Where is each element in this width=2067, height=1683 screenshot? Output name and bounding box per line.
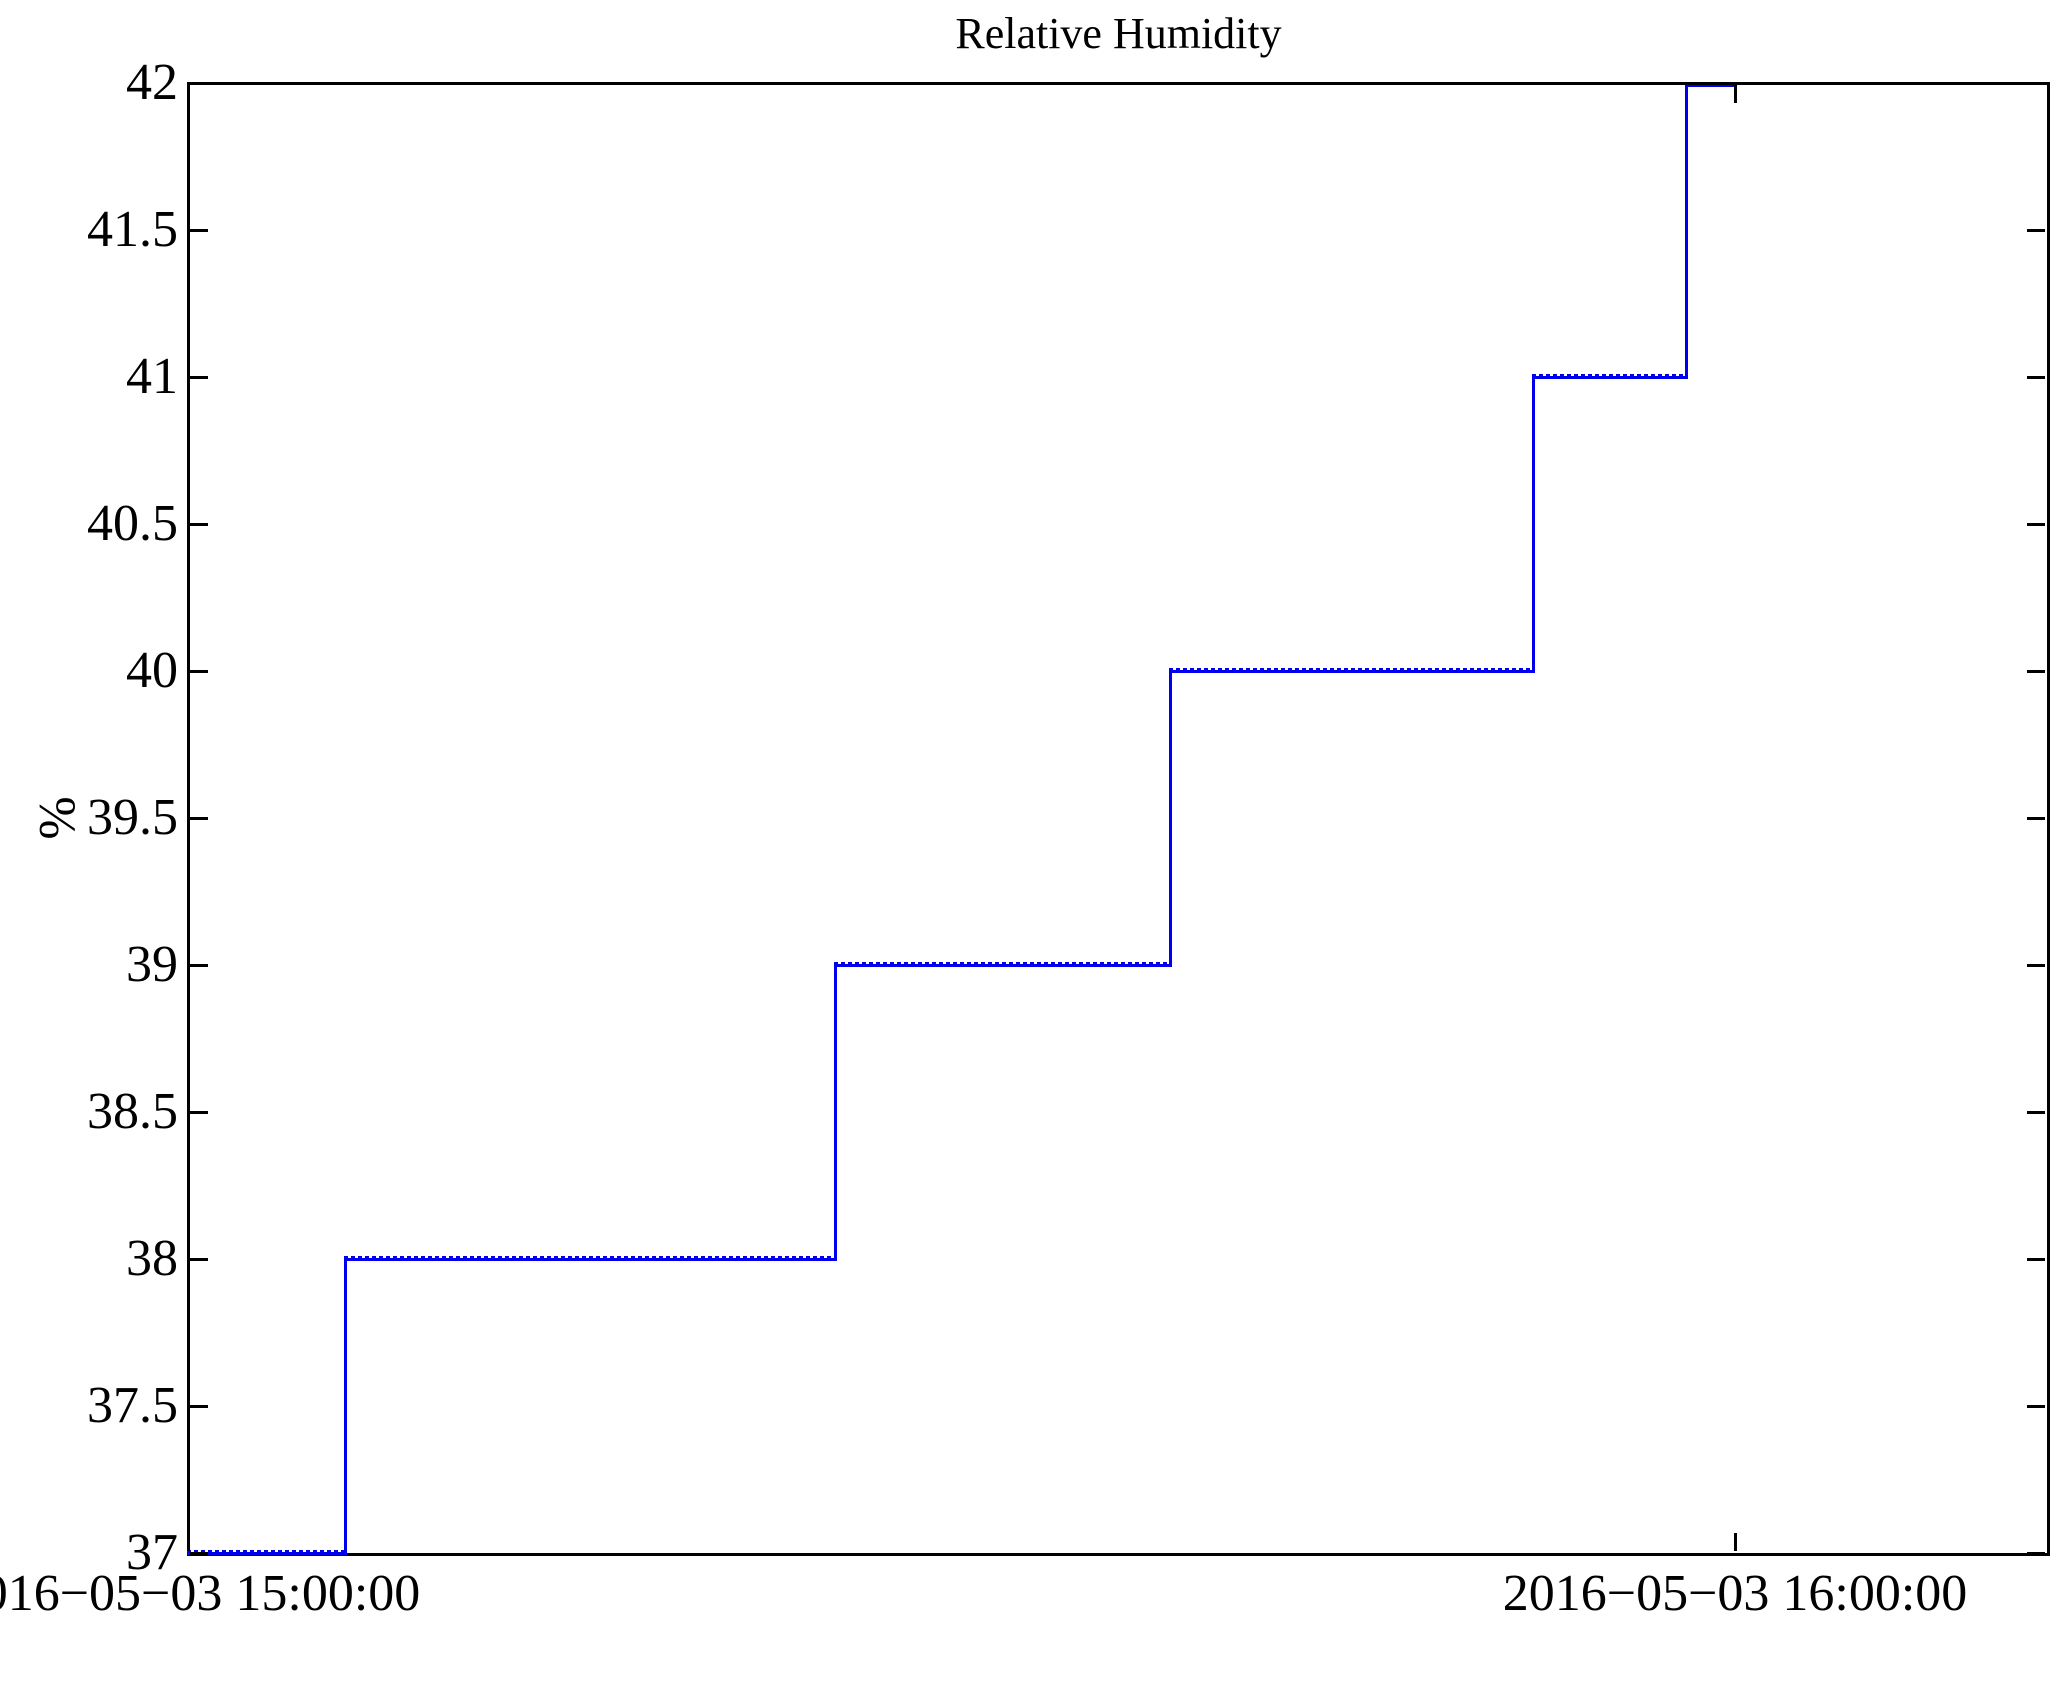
y-tick-mark-left <box>190 522 208 526</box>
y-tick-label: 37 <box>126 1524 178 1581</box>
y-tick-mark-right <box>2027 522 2045 526</box>
y-tick-mark-left <box>190 963 208 967</box>
step-line-vertical-segment <box>343 1259 347 1553</box>
x-tick-mark-top <box>186 85 190 103</box>
plot-area <box>187 82 2050 1556</box>
y-tick-mark-right <box>2027 1404 2045 1408</box>
y-tick-mark-left <box>190 1110 208 1114</box>
y-tick-mark-right <box>2027 816 2045 820</box>
step-line-horizontal-segment <box>186 1550 347 1555</box>
step-line-horizontal-segment <box>833 962 1172 967</box>
x-tick-label: 2016−05−03 16:00:00 <box>1502 1565 1968 1622</box>
y-tick-mark-left <box>190 816 208 820</box>
y-tick-mark-left <box>190 375 208 379</box>
y-tick-mark-right <box>2027 669 2045 673</box>
y-tick-label: 41 <box>126 348 178 405</box>
chart-title: Relative Humidity <box>955 9 1282 58</box>
y-tick-label: 42 <box>126 54 178 111</box>
y-tick-mark-left <box>190 1257 208 1261</box>
step-line-vertical-segment <box>1168 671 1172 965</box>
y-tick-mark-left <box>190 228 208 232</box>
step-line-horizontal-segment <box>1168 668 1536 673</box>
y-tick-label: 37.5 <box>87 1377 178 1434</box>
y-tick-mark-right <box>2027 1110 2045 1114</box>
x-tick-mark-bottom <box>186 1533 190 1551</box>
step-line-horizontal-segment <box>343 1256 837 1261</box>
y-tick-label: 40.5 <box>87 495 178 552</box>
y-tick-mark-left <box>190 1404 208 1408</box>
y-tick-mark-right <box>2027 375 2045 379</box>
y-tick-label: 39.5 <box>87 789 178 846</box>
step-line-vertical-segment <box>833 965 837 1259</box>
y-tick-mark-right <box>2027 963 2045 967</box>
y-tick-mark-right <box>2027 228 2045 232</box>
y-tick-mark-right <box>2027 1257 2045 1261</box>
y-tick-mark-left <box>190 81 208 85</box>
x-tick-mark-top <box>1733 85 1737 103</box>
x-tick-label: 2016−05−03 15:00:00 <box>0 1565 421 1622</box>
x-tick-mark-bottom <box>1733 1533 1737 1551</box>
y-tick-mark-right <box>2027 81 2045 85</box>
step-line-vertical-segment <box>1532 377 1536 671</box>
y-tick-mark-left <box>190 669 208 673</box>
step-line-horizontal-segment <box>1532 374 1688 379</box>
y-tick-label: 40 <box>126 642 178 699</box>
y-tick-label: 39 <box>126 936 178 993</box>
step-line-vertical-segment <box>1684 83 1688 377</box>
y-tick-mark-right <box>2027 1551 2045 1555</box>
y-tick-label: 38 <box>126 1230 178 1287</box>
y-tick-label: 41.5 <box>87 201 178 258</box>
y-tick-label: 38.5 <box>87 1083 178 1140</box>
y-tick-mark-left <box>190 1551 208 1555</box>
